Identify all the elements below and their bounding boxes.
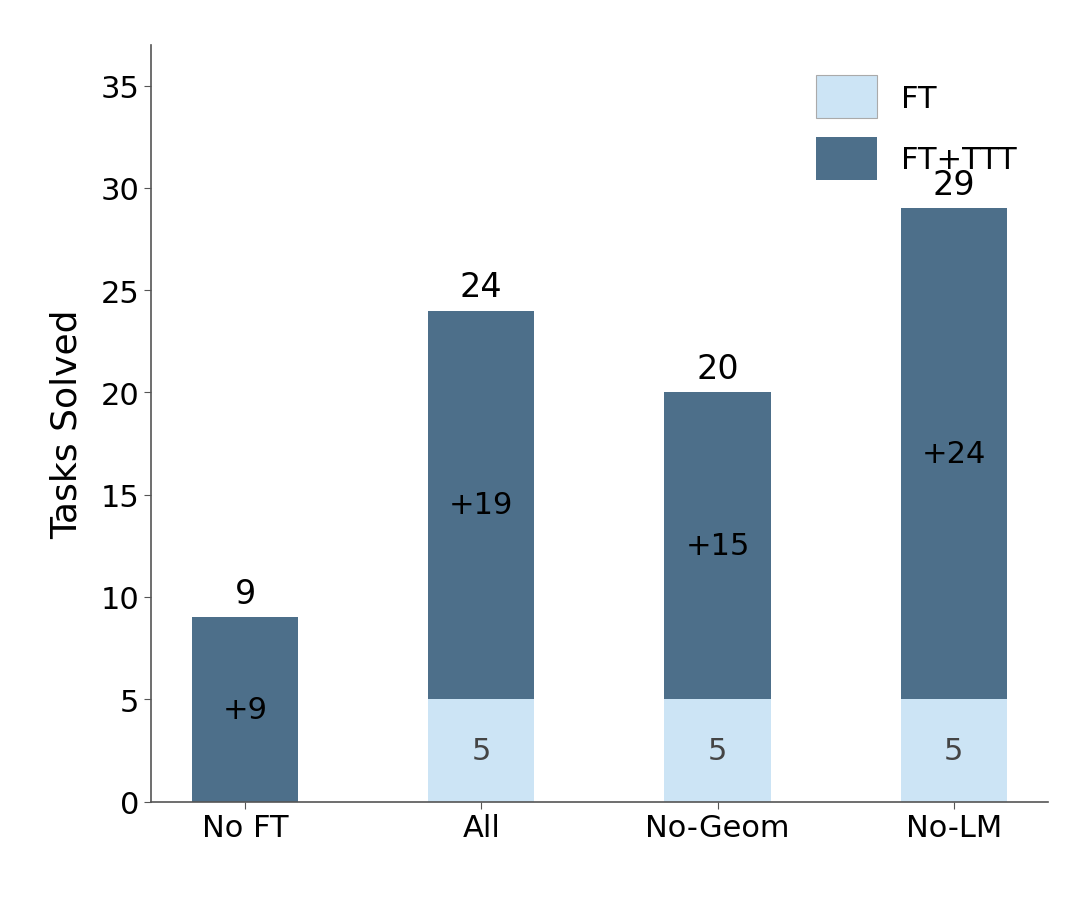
Text: 20: 20 (697, 353, 739, 385)
Text: +15: +15 (686, 532, 750, 560)
Text: +19: +19 (449, 491, 513, 520)
Text: 24: 24 (460, 271, 502, 304)
Text: 29: 29 (932, 169, 975, 202)
Bar (664, 393, 771, 700)
Text: 5: 5 (944, 736, 963, 765)
Bar (664, 700, 771, 802)
Legend: FT, FT+TTT: FT, FT+TTT (800, 61, 1032, 196)
Bar (192, 618, 298, 802)
Bar (901, 700, 1007, 802)
Bar (428, 700, 535, 802)
Bar (428, 312, 535, 700)
Y-axis label: Tasks Solved: Tasks Solved (50, 309, 84, 538)
Text: 5: 5 (472, 736, 491, 765)
Text: 5: 5 (707, 736, 727, 765)
Bar (901, 209, 1007, 700)
Text: +24: +24 (921, 440, 986, 469)
Text: +9: +9 (222, 695, 268, 724)
Text: 9: 9 (234, 578, 256, 610)
